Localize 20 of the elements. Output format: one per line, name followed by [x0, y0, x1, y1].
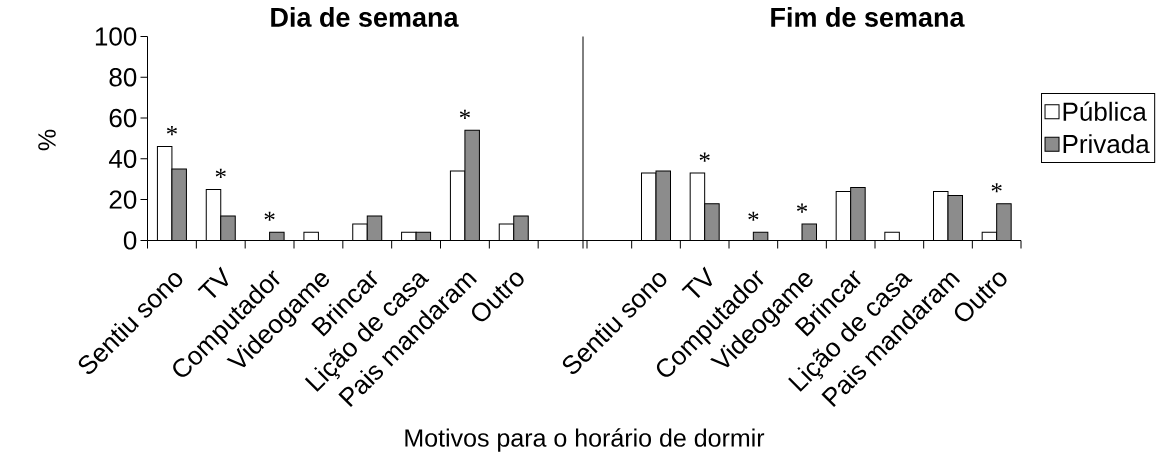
y-tick-label: 20 — [109, 190, 137, 209]
annotation: * — [748, 211, 759, 221]
y-tick-label: 40 — [108, 149, 137, 169]
y-tick-label: 80 — [109, 68, 137, 87]
legend-label: Pública — [1063, 101, 1147, 121]
y-axis-title: % — [38, 129, 56, 151]
y-tick-label: 0 — [123, 231, 137, 250]
annotation: * — [699, 152, 710, 162]
legend-label: Privada — [1063, 134, 1150, 154]
y-tick-label: 60 — [109, 108, 137, 128]
annotation: * — [796, 203, 808, 213]
chart-title: Fim de semana — [771, 7, 965, 27]
annotation: * — [264, 211, 275, 221]
x-axis-title: Motivos para o horário de dormir — [405, 428, 765, 452]
annotation: * — [166, 126, 177, 136]
chart-title: Dia de semana — [271, 7, 459, 27]
annotation: * — [459, 109, 470, 119]
annotation: * — [215, 168, 226, 179]
y-tick-label: 100 — [95, 27, 137, 46]
annotation: * — [991, 183, 1002, 193]
